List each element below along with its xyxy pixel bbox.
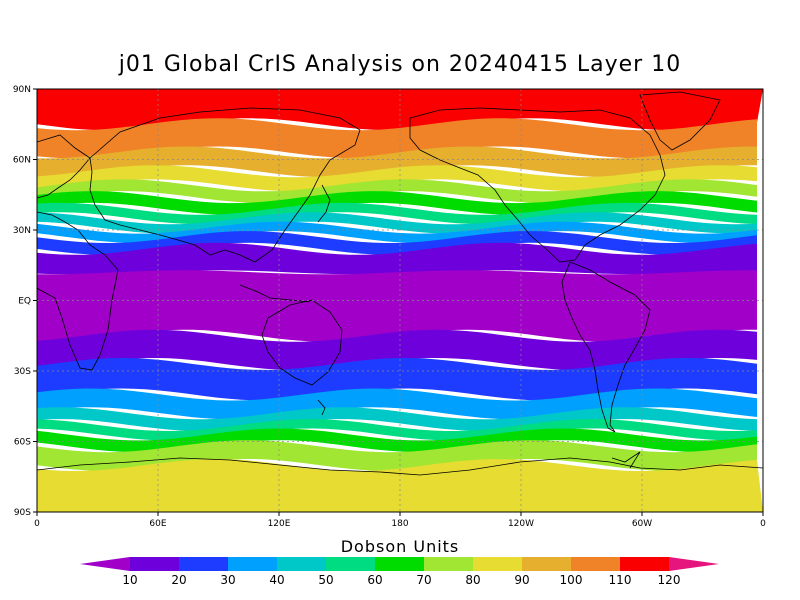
contour-band-1 xyxy=(37,118,757,159)
contour-band-10 xyxy=(37,242,757,275)
lat-tick-label: 60N xyxy=(13,156,31,166)
colorbar-level-label: 100 xyxy=(560,573,583,587)
colorbar-swatch xyxy=(375,557,424,571)
colorbar-swatch xyxy=(130,557,179,571)
colorbar-swatch xyxy=(620,557,669,571)
contour-band-2 xyxy=(37,146,757,178)
colorbar-swatch xyxy=(179,557,228,571)
lat-tick-label: EQ xyxy=(18,297,31,307)
lat-tick-label: 60S xyxy=(14,438,31,448)
colorbar-swatch xyxy=(228,557,277,571)
colorbar-level-label: 10 xyxy=(122,573,137,587)
chart-title: j01 Global CrIS Analysis on 20240415 Lay… xyxy=(118,52,682,77)
lat-tick-label: 30N xyxy=(13,226,31,236)
colorbar-swatch xyxy=(326,557,375,571)
contour-band-17 xyxy=(37,428,757,453)
colorbar-level-label: 30 xyxy=(220,573,235,587)
colorbar-level-label: 120 xyxy=(658,573,681,587)
colorbar-level-label: 50 xyxy=(318,573,333,587)
colorbar-swatch xyxy=(522,557,571,571)
lon-tick-label: 60W xyxy=(632,519,652,529)
colorbar-level-label: 110 xyxy=(609,573,632,587)
lon-tick-label: 180 xyxy=(391,519,408,529)
contour-band-15 xyxy=(37,407,757,431)
coastlines xyxy=(37,91,763,476)
colorbar-high-arrow xyxy=(669,557,719,571)
contour-band-9 xyxy=(37,231,757,255)
lon-tick-label: 120W xyxy=(508,519,534,529)
colorbar-low-arrow xyxy=(80,557,130,571)
colorbar-swatch xyxy=(277,557,326,571)
colorbar: 10 20 30 40 50 60 70 80 90 100 110 120 xyxy=(80,557,719,587)
colorbar-level-label: 20 xyxy=(171,573,186,587)
lon-tick-label: 120E xyxy=(268,519,291,529)
contour-band-3 xyxy=(37,165,757,192)
contour-band-11 xyxy=(37,270,757,342)
latitude-ticks: 90N 60N 30N EQ 30S 60S 90S xyxy=(13,85,37,518)
contour-band-8 xyxy=(37,221,757,243)
contour-band-18 xyxy=(37,440,757,471)
colorbar-level-label: 70 xyxy=(416,573,431,587)
colorbar-level-label: 80 xyxy=(465,573,480,587)
colorbar-level-label: 90 xyxy=(514,573,529,587)
longitude-ticks: 0 60E 120E 180 120W 60W 0 xyxy=(34,512,766,529)
contour-band-6 xyxy=(37,202,757,225)
colorbar-swatch xyxy=(424,557,473,571)
colorbar-swatch xyxy=(571,557,620,571)
lon-tick-label: 60E xyxy=(149,519,166,529)
colorbar-level-label: 40 xyxy=(269,573,284,587)
colorbar-swatch xyxy=(473,557,522,571)
lat-tick-label: 30S xyxy=(14,367,31,377)
colorbar-title: Dobson Units xyxy=(340,537,460,556)
colorbar-level-label: 60 xyxy=(367,573,382,587)
lon-tick-label: 0 xyxy=(760,519,766,529)
contour-band-12 xyxy=(37,329,757,370)
graticule-grid xyxy=(37,89,763,512)
contour-band-13 xyxy=(37,358,757,401)
map-plot-area xyxy=(37,89,763,512)
lon-tick-label: 0 xyxy=(34,519,40,529)
lat-tick-label: 90N xyxy=(13,85,31,95)
contour-band-4 xyxy=(37,179,757,204)
lat-tick-label: 90S xyxy=(14,508,31,518)
